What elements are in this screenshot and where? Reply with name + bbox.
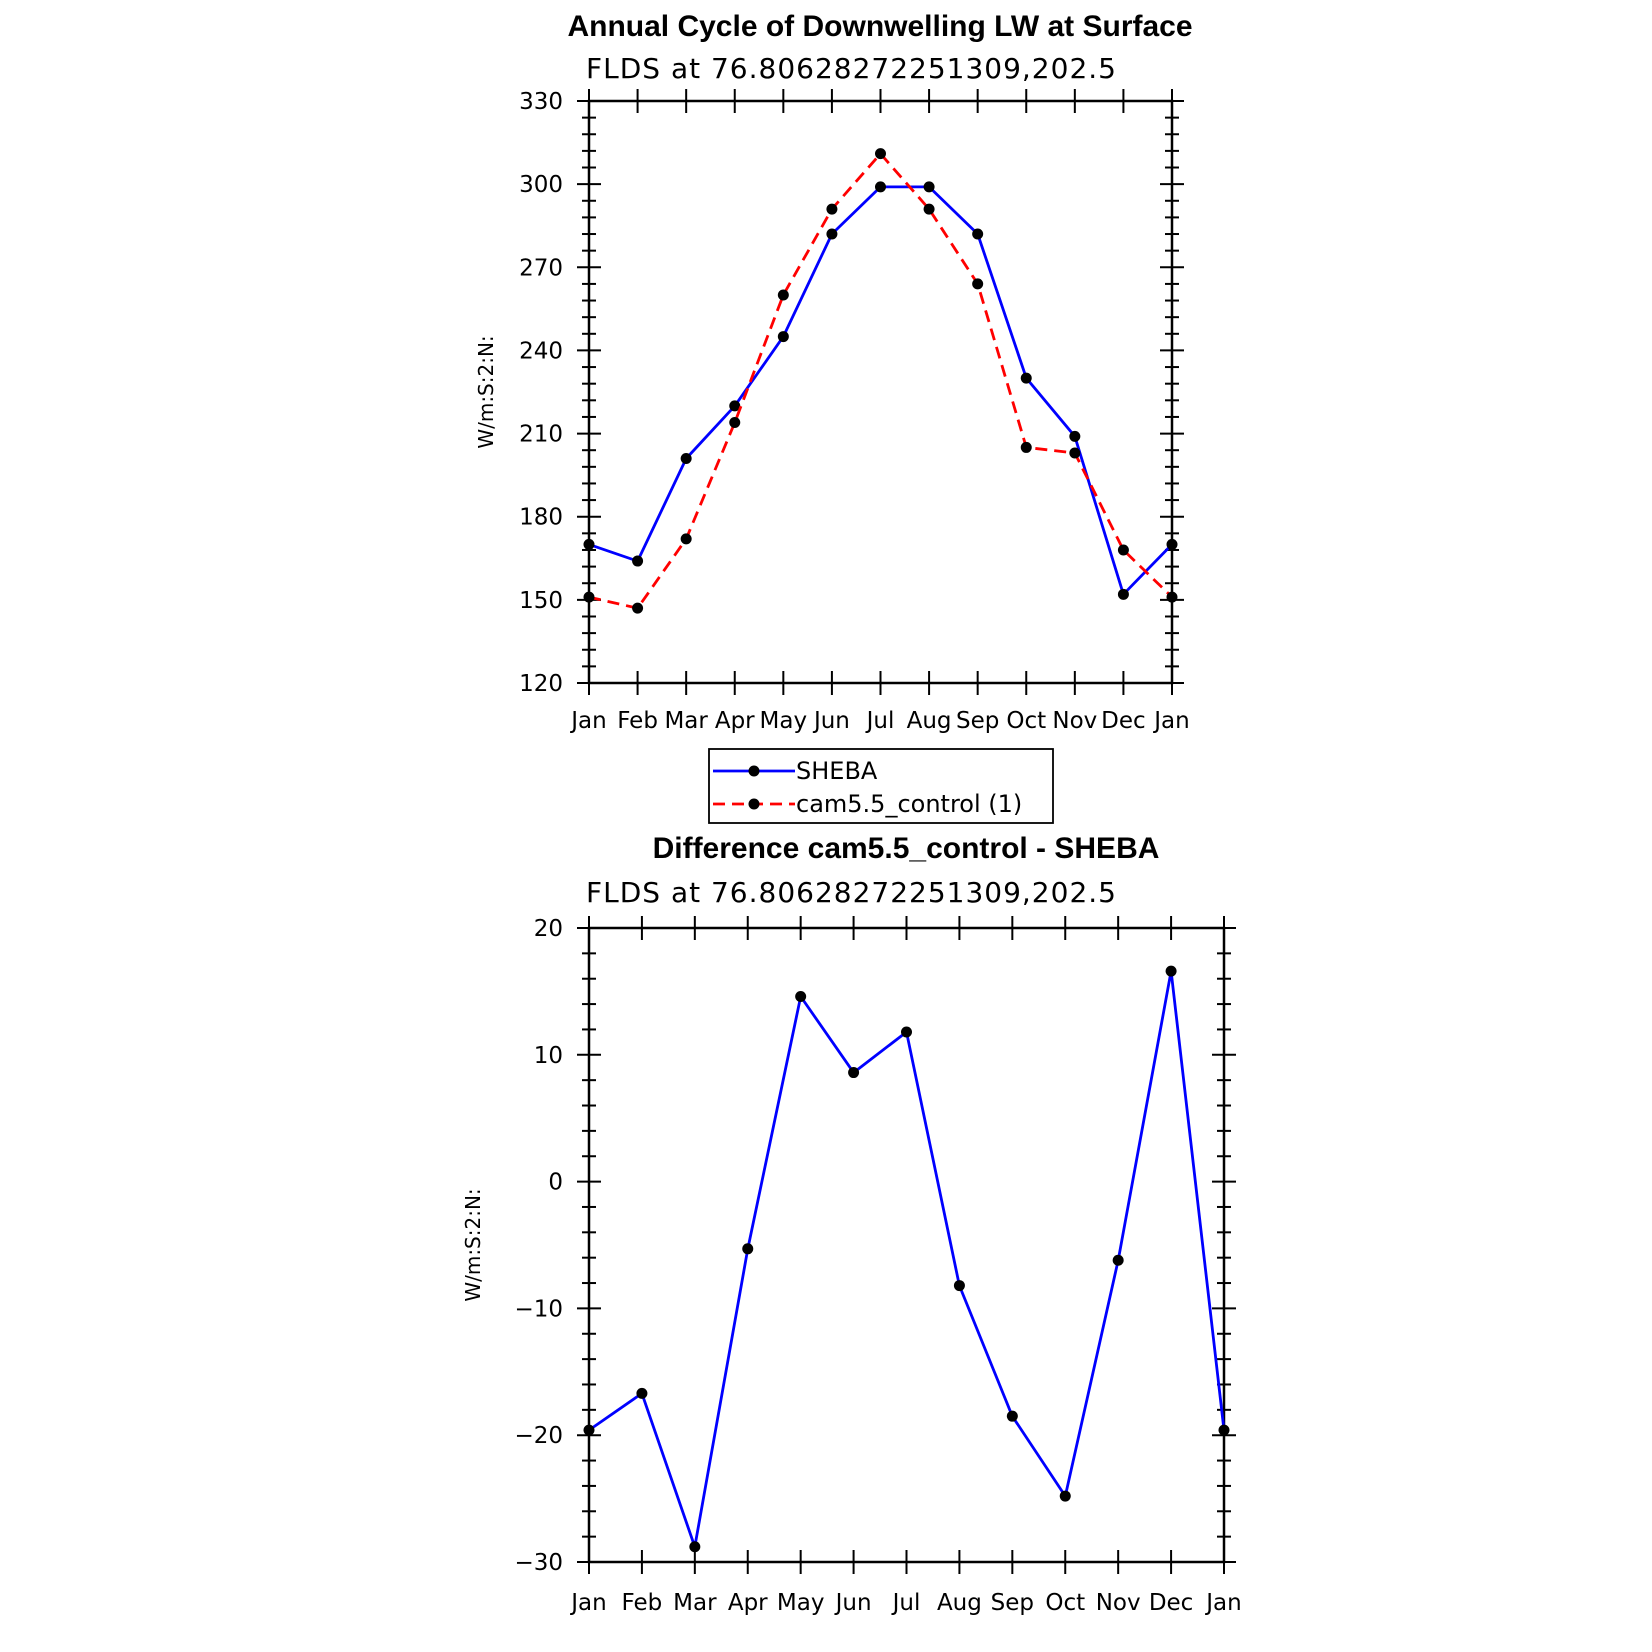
data-point bbox=[689, 1541, 701, 1553]
x-tick-label: Oct bbox=[1006, 708, 1046, 734]
y-tick-label: 180 bbox=[519, 505, 563, 531]
data-point bbox=[826, 203, 838, 215]
y-tick-label: 120 bbox=[519, 671, 563, 697]
data-point bbox=[795, 990, 807, 1002]
x-tick-label: Dec bbox=[1149, 1590, 1194, 1616]
x-tick-label: Nov bbox=[1052, 708, 1097, 734]
data-point bbox=[875, 148, 886, 160]
series-line-sheba bbox=[588, 185, 1174, 596]
data-point bbox=[972, 228, 984, 240]
x-tick-label: Jan bbox=[569, 1590, 606, 1616]
data-point bbox=[923, 181, 935, 193]
data-point bbox=[742, 1243, 754, 1255]
data-point bbox=[826, 228, 838, 240]
difference-chart: Difference cam5.5_control - SHEBA FLDS at… bbox=[461, 832, 1242, 1616]
series-line-difference bbox=[588, 969, 1226, 1549]
y-tick-label: −30 bbox=[514, 1550, 563, 1576]
x-tick-label: Feb bbox=[622, 1590, 663, 1616]
plot-frame bbox=[587, 926, 1226, 1564]
y-tick-label: 240 bbox=[519, 338, 563, 364]
series-line-cam5-5-control-1- bbox=[588, 152, 1173, 610]
x-tick-label: Sep bbox=[956, 708, 999, 734]
x-tick-label: Aug bbox=[907, 708, 952, 734]
data-point bbox=[901, 1026, 912, 1038]
data-point bbox=[583, 1424, 595, 1436]
data-point bbox=[1112, 1254, 1124, 1266]
data-point bbox=[729, 416, 741, 428]
data-point bbox=[680, 533, 692, 545]
data-point bbox=[1020, 372, 1032, 384]
data-point bbox=[1117, 544, 1129, 556]
data-point bbox=[953, 1280, 965, 1292]
x-tick-label: Apr bbox=[728, 1590, 768, 1616]
data-point bbox=[848, 1067, 860, 1079]
legend-marker bbox=[748, 765, 760, 777]
x-tick-label: Jan bbox=[1152, 708, 1189, 734]
y-axis-label: W/m:S:2:N: bbox=[474, 335, 498, 448]
x-tick-label: Sep bbox=[991, 1590, 1034, 1616]
data-point bbox=[923, 203, 935, 215]
x-tick-label: Oct bbox=[1045, 1590, 1085, 1616]
annual-cycle-chart: Annual Cycle of Downwelling LW at Surfac… bbox=[474, 10, 1193, 734]
y-tick-label: 210 bbox=[519, 422, 563, 448]
x-tick-label: Nov bbox=[1096, 1590, 1141, 1616]
data-point bbox=[583, 591, 595, 603]
data-point bbox=[777, 289, 789, 301]
y-axis-label: W/m:S:2:N: bbox=[461, 1188, 485, 1301]
data-point bbox=[636, 1387, 648, 1399]
data-point bbox=[972, 278, 984, 290]
legend-label: cam5.5_control (1) bbox=[796, 790, 1022, 818]
y-tick-label: 10 bbox=[534, 1043, 563, 1069]
data-point bbox=[875, 181, 886, 193]
chart-subtitle: FLDS at 76.80628272251309,202.5 bbox=[586, 876, 1117, 909]
x-tick-label: Jun bbox=[834, 1590, 872, 1616]
data-point bbox=[1218, 1424, 1230, 1436]
x-tick-label: Jan bbox=[1204, 1590, 1241, 1616]
x-tick-label: Dec bbox=[1101, 708, 1146, 734]
data-point bbox=[1117, 588, 1129, 600]
chart-title: Annual Cycle of Downwelling LW at Surfac… bbox=[567, 10, 1192, 43]
legend-box bbox=[708, 748, 1054, 824]
data-point bbox=[1165, 965, 1177, 977]
data-point bbox=[1166, 591, 1178, 603]
y-tick-label: 0 bbox=[548, 1170, 563, 1196]
data-point bbox=[777, 331, 789, 343]
chart-title: Difference cam5.5_control - SHEBA bbox=[653, 832, 1160, 865]
data-point bbox=[1166, 538, 1178, 550]
x-tick-label: Jul bbox=[865, 708, 895, 734]
data-point bbox=[632, 555, 644, 567]
data-point bbox=[1069, 430, 1081, 442]
data-point bbox=[632, 602, 644, 614]
legend: SHEBA cam5.5_control (1) bbox=[708, 748, 1054, 824]
x-tick-label: Aug bbox=[937, 1590, 982, 1616]
x-tick-label: May bbox=[777, 1590, 825, 1616]
data-point bbox=[729, 400, 741, 412]
x-tick-label: Feb bbox=[617, 708, 658, 734]
data-point bbox=[1069, 447, 1081, 459]
data-point bbox=[1006, 1410, 1018, 1422]
y-tick-label: 20 bbox=[534, 916, 563, 942]
chart-subtitle: FLDS at 76.80628272251309,202.5 bbox=[586, 52, 1117, 85]
x-tick-label: Jan bbox=[569, 708, 606, 734]
legend-label: SHEBA bbox=[796, 757, 878, 785]
x-tick-label: Jun bbox=[812, 708, 850, 734]
x-tick-label: Mar bbox=[664, 708, 708, 734]
y-tick-label: −20 bbox=[514, 1423, 563, 1449]
x-tick-label: Apr bbox=[715, 708, 755, 734]
y-tick-label: 270 bbox=[519, 255, 563, 281]
x-tick-label: May bbox=[760, 708, 808, 734]
legend-marker bbox=[748, 798, 760, 810]
y-tick-label: 300 bbox=[519, 172, 563, 198]
y-tick-label: −10 bbox=[514, 1296, 563, 1322]
data-point bbox=[1020, 441, 1032, 453]
x-tick-label: Mar bbox=[673, 1590, 717, 1616]
data-point bbox=[583, 538, 595, 550]
x-tick-label: Jul bbox=[891, 1590, 921, 1616]
y-tick-label: 150 bbox=[519, 588, 563, 614]
data-point bbox=[1059, 1490, 1071, 1502]
data-point bbox=[680, 453, 692, 465]
y-tick-label: 330 bbox=[519, 89, 563, 115]
